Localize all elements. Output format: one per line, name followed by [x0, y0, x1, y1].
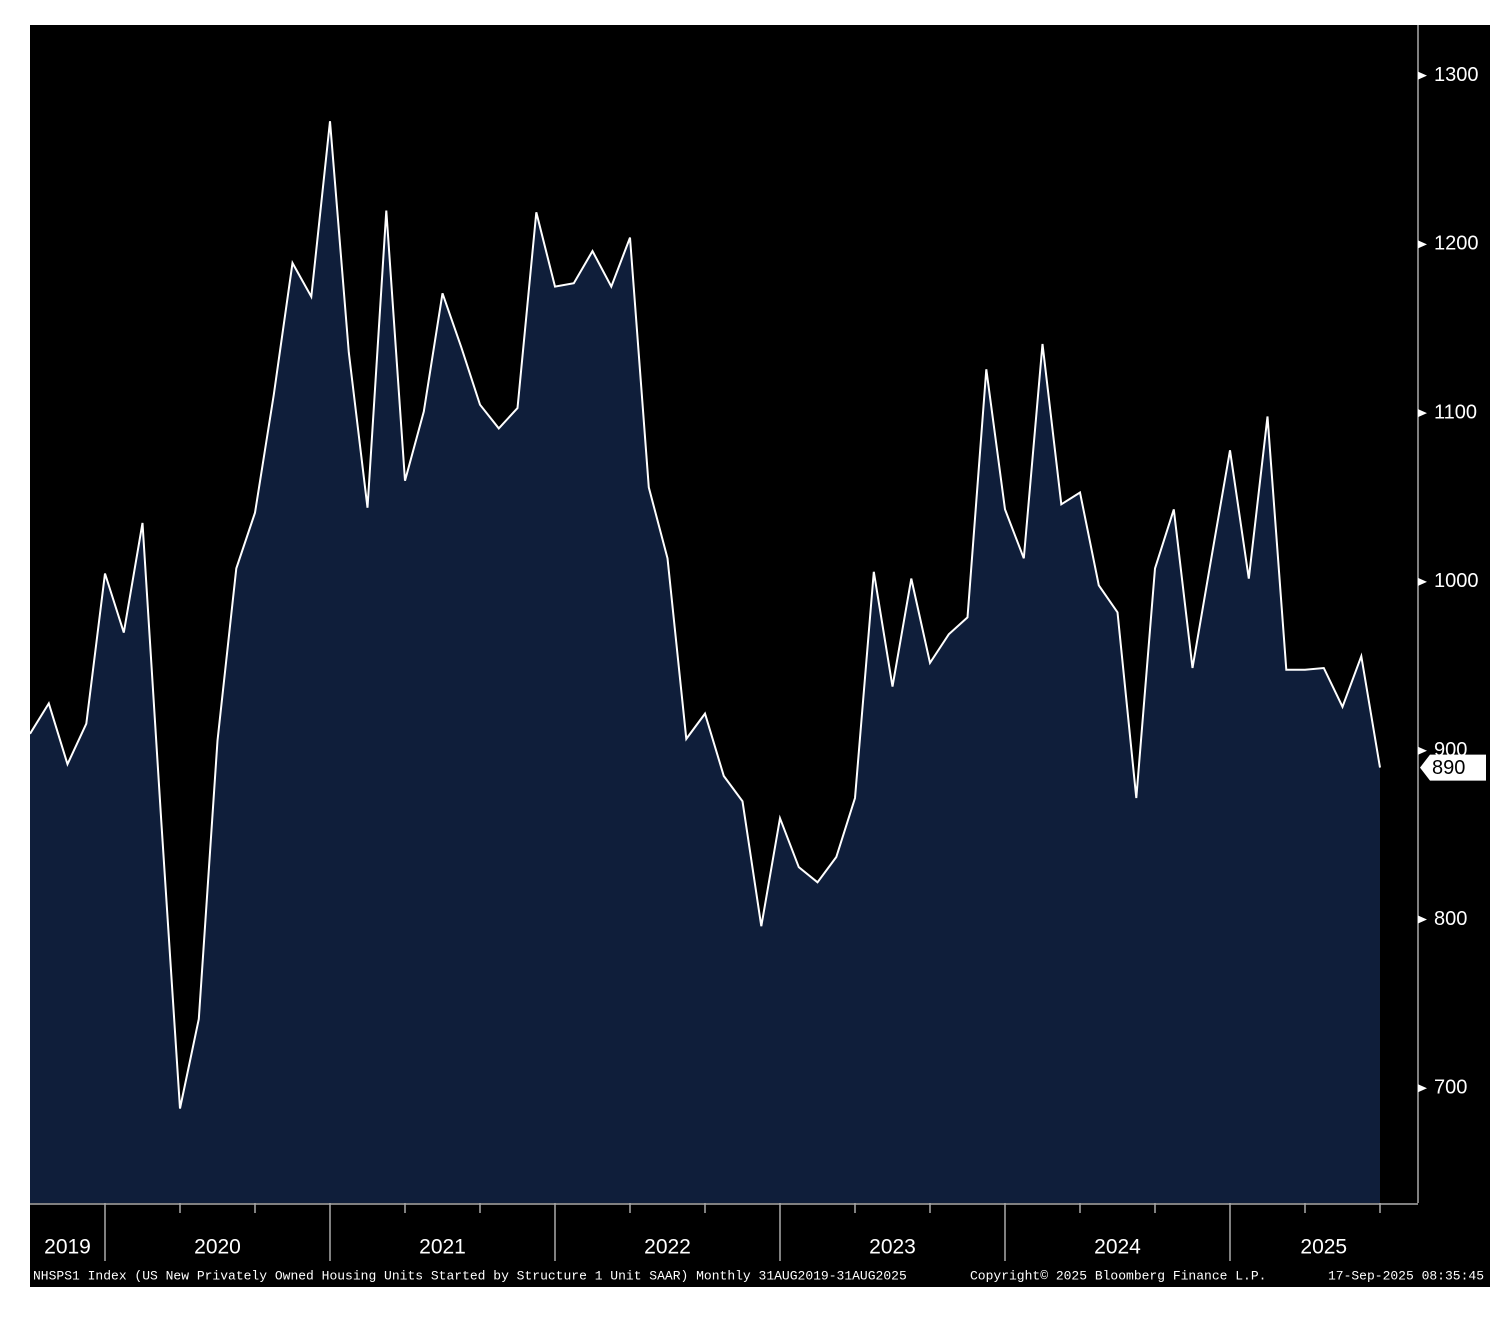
x-tick-label: 2020: [194, 1236, 241, 1259]
y-tick: [1418, 746, 1427, 755]
x-tick-label: 2023: [869, 1236, 916, 1259]
y-tick-label: 700: [1434, 1077, 1467, 1099]
y-tick: [1418, 915, 1427, 924]
last-value-label: 890: [1432, 757, 1465, 779]
y-tick-label: 1300: [1434, 64, 1479, 86]
y-tick-label: 800: [1434, 908, 1467, 930]
y-tick-label: 1100: [1434, 401, 1477, 423]
y-tick: [1418, 71, 1427, 80]
x-tick-label: 2021: [419, 1236, 466, 1259]
y-tick-label: 1000: [1434, 570, 1479, 592]
line: [29, 121, 1381, 1109]
y-tick: [1418, 409, 1427, 418]
footer-source: NHSPS1 Index (US New Privately Owned Hou…: [33, 1268, 907, 1283]
area: [30, 121, 1380, 1204]
x-tick-label: 2025: [1300, 1236, 1347, 1259]
footer-timestamp: 17-Sep-2025 08:35:45: [1328, 1268, 1484, 1283]
y-tick: [1418, 240, 1427, 249]
footer-copyright: Copyright© 2025 Bloomberg Finance L.P.: [970, 1268, 1266, 1283]
y-tick: [1418, 1084, 1427, 1093]
x-tick-label: 2019: [44, 1236, 91, 1259]
x-tick-label: 2024: [1094, 1236, 1141, 1259]
x-tick-label: 2022: [644, 1236, 691, 1259]
y-tick: [1418, 577, 1427, 586]
last-value-tag: [1420, 754, 1486, 781]
y-tick-label: 1200: [1434, 233, 1479, 255]
